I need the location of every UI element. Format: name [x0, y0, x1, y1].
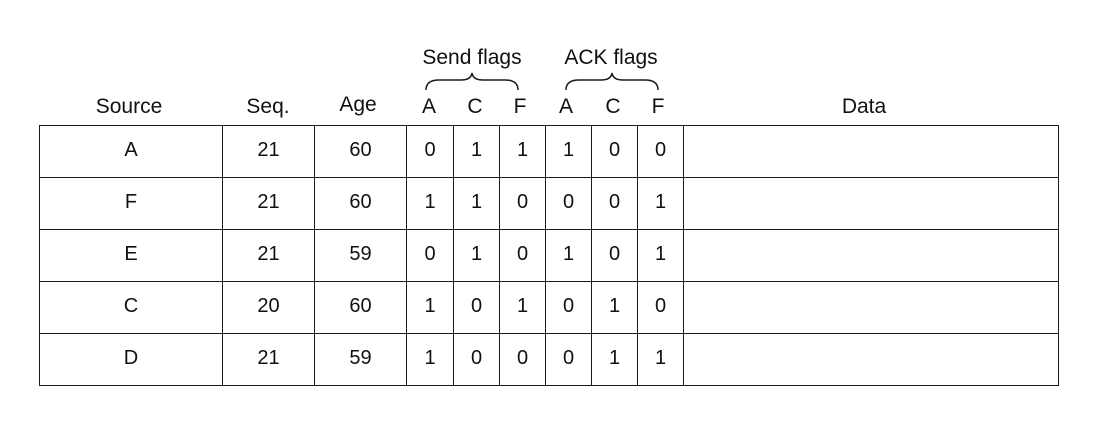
ack-flags-group-label: ACK flags: [564, 46, 658, 69]
ack-flags-brace: [565, 72, 659, 91]
header-send-a: A: [421, 95, 437, 118]
cell-ack-f: 1: [637, 229, 684, 282]
cell-data: [683, 177, 1059, 230]
cell-source: A: [39, 125, 223, 178]
cell-send-a: 0: [406, 229, 454, 282]
cell-source: C: [39, 281, 223, 334]
cell-send-f: 1: [499, 125, 546, 178]
cell-ack-a: 0: [545, 177, 592, 230]
cell-ack-a: 1: [545, 125, 592, 178]
cell-send-c: 0: [453, 281, 500, 334]
cell-send-c: 0: [453, 333, 500, 386]
cell-seq: 21: [222, 229, 315, 282]
cell-age: 60: [314, 125, 407, 178]
cell-send-f: 0: [499, 229, 546, 282]
cell-source: E: [39, 229, 223, 282]
header-ack-f: F: [651, 95, 665, 118]
cell-send-a: 1: [406, 333, 454, 386]
cell-ack-f: 1: [637, 333, 684, 386]
header-seq: Seq.: [246, 95, 290, 118]
cell-age: 59: [314, 333, 407, 386]
table-row: A 21 60 0 1 1 1 0 0: [39, 125, 1059, 178]
cell-seq: 21: [222, 125, 315, 178]
cell-age: 59: [314, 229, 407, 282]
cell-ack-f: 1: [637, 177, 684, 230]
table-row: C 20 60 1 0 1 0 1 0: [39, 281, 1059, 334]
header-ack-c: C: [605, 95, 621, 118]
cell-source: D: [39, 333, 223, 386]
cell-send-a: 1: [406, 281, 454, 334]
send-flags-brace: [425, 72, 519, 91]
header-source: Source: [95, 95, 163, 118]
cell-ack-c: 0: [591, 125, 638, 178]
cell-data: [683, 333, 1059, 386]
cell-age: 60: [314, 281, 407, 334]
table-row: E 21 59 0 1 0 1 0 1: [39, 229, 1059, 282]
cell-ack-c: 0: [591, 177, 638, 230]
cell-send-f: 0: [499, 177, 546, 230]
cell-seq: 21: [222, 177, 315, 230]
cell-send-f: 0: [499, 333, 546, 386]
cell-send-f: 1: [499, 281, 546, 334]
cell-ack-a: 1: [545, 229, 592, 282]
send-flags-group-label: Send flags: [422, 46, 522, 69]
cell-ack-c: 1: [591, 333, 638, 386]
table-row: D 21 59 1 0 0 0 1 1: [39, 333, 1059, 386]
header-ack-a: A: [558, 95, 574, 118]
table-row: F 21 60 1 1 0 0 0 1: [39, 177, 1059, 230]
cell-ack-c: 1: [591, 281, 638, 334]
cell-source: F: [39, 177, 223, 230]
cell-age: 60: [314, 177, 407, 230]
cell-ack-f: 0: [637, 125, 684, 178]
cell-send-c: 1: [453, 177, 500, 230]
cell-data: [683, 281, 1059, 334]
header-send-c: C: [467, 95, 483, 118]
cell-seq: 20: [222, 281, 315, 334]
cell-send-c: 1: [453, 229, 500, 282]
flags-table: A 21 60 0 1 1 1 0 0 F 21 60 1 1 0 0 0 1 …: [39, 125, 1059, 386]
cell-ack-c: 0: [591, 229, 638, 282]
header-send-f: F: [513, 95, 527, 118]
cell-send-a: 0: [406, 125, 454, 178]
cell-send-a: 1: [406, 177, 454, 230]
cell-ack-a: 0: [545, 281, 592, 334]
header-data: Data: [841, 95, 887, 118]
cell-data: [683, 125, 1059, 178]
header-age: Age: [339, 93, 377, 116]
cell-send-c: 1: [453, 125, 500, 178]
cell-seq: 21: [222, 333, 315, 386]
cell-ack-a: 0: [545, 333, 592, 386]
cell-ack-f: 0: [637, 281, 684, 334]
cell-data: [683, 229, 1059, 282]
